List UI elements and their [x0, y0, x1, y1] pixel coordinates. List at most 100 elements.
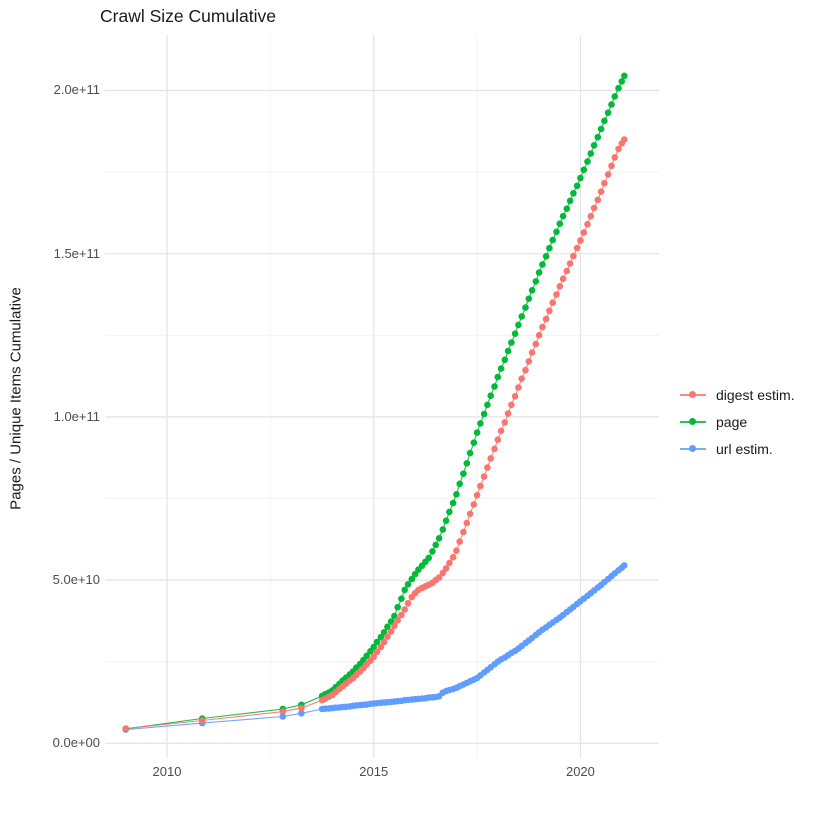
data-point [453, 491, 460, 498]
data-point [559, 275, 567, 283]
data-point [398, 595, 405, 602]
data-point [463, 460, 471, 467]
data-point [494, 373, 502, 381]
data-point [298, 704, 305, 712]
data-point [615, 145, 622, 153]
data-point [370, 643, 378, 651]
data-point [580, 229, 588, 236]
data-point [511, 330, 519, 338]
data-point [522, 304, 529, 311]
data-point [584, 158, 591, 165]
data-point [559, 212, 567, 220]
data-point [570, 252, 577, 260]
data-point [122, 725, 129, 732]
chart-title: Crawl Size Cumulative [100, 6, 277, 26]
data-point [473, 491, 481, 499]
data-point [373, 638, 381, 646]
data-point [539, 323, 546, 331]
y-tick-label: 0.0e+00 [52, 735, 100, 751]
y-tick-label: 2.0e+11 [53, 82, 100, 98]
data-point [594, 133, 602, 141]
data-point [279, 713, 287, 720]
data-point [518, 313, 525, 320]
data-point [435, 535, 443, 542]
data-point [453, 547, 460, 554]
data-point [501, 419, 509, 426]
data-point [391, 622, 398, 630]
data-point [608, 101, 615, 108]
data-point [566, 197, 574, 205]
data-point [601, 117, 608, 125]
data-point [487, 455, 495, 462]
data-point [401, 586, 409, 594]
data-point [435, 574, 443, 581]
data-point [525, 295, 533, 303]
legend-key-icon [680, 417, 706, 427]
data-point [394, 603, 402, 611]
data-point [556, 220, 564, 227]
legend-label: page [716, 413, 748, 430]
data-point [563, 205, 571, 212]
data-point [604, 171, 612, 178]
data-point [446, 559, 453, 567]
data-point [618, 78, 626, 85]
data-point [504, 410, 512, 417]
data-point [556, 283, 564, 290]
data-point [463, 519, 471, 527]
data-point [611, 93, 619, 100]
data-point [429, 548, 436, 555]
data-point [432, 541, 440, 549]
data-point [425, 554, 433, 562]
data-point [573, 182, 581, 190]
data-point [456, 480, 464, 488]
data-point [484, 464, 491, 471]
data-point [511, 393, 519, 400]
legend-label: url estim. [716, 440, 773, 457]
data-point [590, 142, 598, 149]
data-point [590, 204, 598, 212]
data-point [373, 648, 381, 656]
data-point [546, 307, 553, 315]
data-point [597, 125, 605, 133]
data-point [449, 554, 457, 561]
data-point [439, 526, 447, 533]
data-point [566, 260, 574, 267]
y-tick-label: 1.5e+11 [53, 245, 100, 261]
legend-key-icon [680, 444, 706, 454]
data-point [597, 188, 605, 195]
legend-label: digest estim. [716, 386, 795, 403]
data-point [380, 638, 388, 646]
data-point [549, 236, 556, 244]
y-axis-title: Pages / Unique Items Cumulative [7, 287, 25, 510]
data-point [570, 190, 577, 197]
data-point [198, 717, 206, 724]
data-point [621, 136, 628, 143]
data-point [470, 439, 478, 447]
data-point [480, 410, 488, 418]
data-point [621, 72, 628, 80]
data-point [587, 150, 595, 157]
data-point [549, 299, 556, 307]
data-point [604, 109, 612, 116]
data-point [504, 347, 512, 355]
data-point [370, 653, 378, 661]
data-point [615, 84, 622, 92]
data-point [279, 708, 287, 715]
series-line-page [125, 75, 625, 730]
data-point [532, 340, 540, 348]
data-point [487, 392, 495, 400]
data-point [532, 278, 540, 285]
data-point [384, 623, 391, 631]
data-point [408, 575, 416, 583]
data-point [473, 429, 481, 436]
data-point [449, 499, 457, 507]
data-point [542, 252, 550, 260]
legend-key-dot [689, 418, 696, 425]
data-point [363, 652, 371, 660]
data-point [384, 633, 391, 640]
data-point [553, 228, 560, 236]
data-point [515, 384, 522, 391]
data-point [584, 221, 591, 228]
data-point [518, 375, 525, 383]
